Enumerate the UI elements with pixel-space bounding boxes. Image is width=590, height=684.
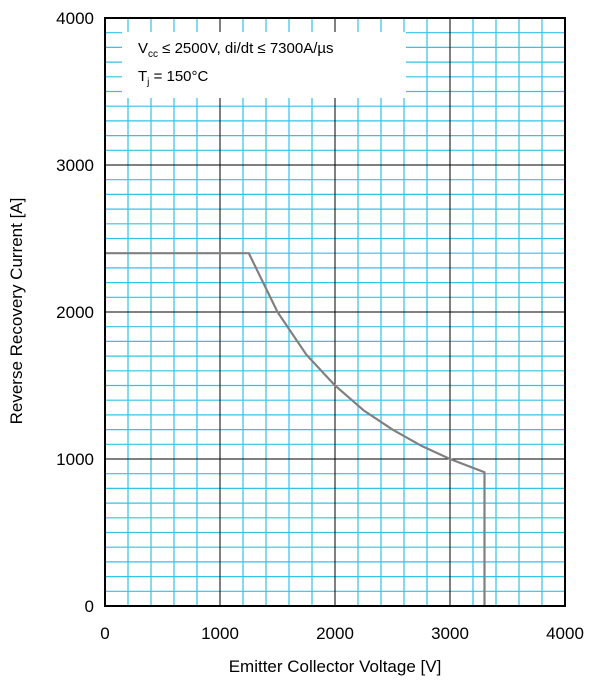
y-tick-label: 1000: [56, 450, 94, 469]
annotation-line-2: Tj = 150°C: [138, 68, 209, 88]
x-tick-label: 2000: [316, 624, 354, 643]
annotation-line-1: Vcc ≤ 2500V, di/dt ≤ 7300A/µs: [138, 40, 334, 60]
annotation-vcc-symbol: V: [138, 40, 148, 57]
x-tick-label: 0: [100, 624, 109, 643]
y-tick-label: 4000: [56, 9, 94, 28]
y-tick-label: 3000: [56, 156, 94, 175]
y-tick-label: 2000: [56, 303, 94, 322]
y-axis-ticks: 0 1000 2000 3000 4000: [56, 9, 94, 616]
annotation-vcc-condition: ≤ 2500V, di/dt ≤ 7300A/µs: [158, 40, 334, 57]
y-axis-title: Reverse Recovery Current [A]: [7, 198, 26, 425]
annotation-vcc-subscript: cc: [148, 49, 158, 60]
x-tick-label: 3000: [431, 624, 469, 643]
plot-frame: [104, 17, 566, 607]
y-tick-label: 0: [85, 597, 94, 616]
x-axis-title: Emitter Collector Voltage [V]: [229, 657, 442, 676]
x-axis-ticks: 0 1000 2000 3000 4000: [100, 624, 584, 643]
annotation-background: [122, 32, 406, 98]
annotation-tj-symbol: T: [138, 68, 147, 85]
x-tick-label: 4000: [546, 624, 584, 643]
annotation-tj-subscript: j: [146, 77, 149, 88]
annotation-tj-condition: = 150°C: [149, 68, 208, 85]
grid-major: [105, 18, 565, 606]
x-tick-label: 1000: [201, 624, 239, 643]
series-line: [105, 252, 486, 606]
